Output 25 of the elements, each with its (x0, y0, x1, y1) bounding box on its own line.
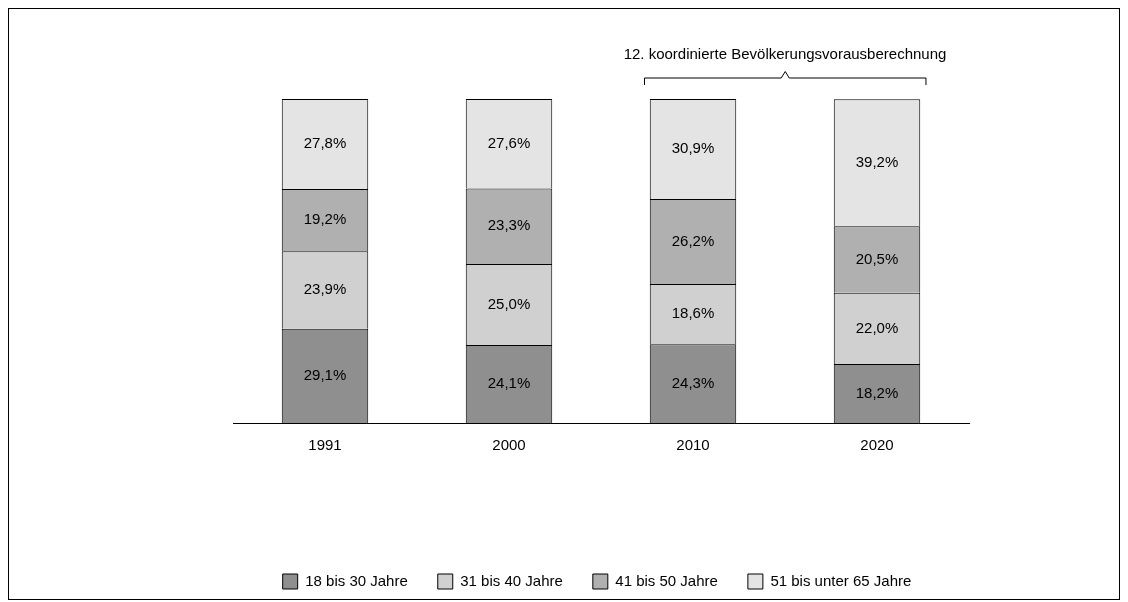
x-tick-label: 2000 (492, 436, 526, 454)
x-tick-label: 2020 (860, 436, 894, 454)
data-label: 29,1% (303, 366, 347, 383)
data-label: 27,8% (303, 134, 347, 152)
data-label: 24,1% (487, 374, 531, 392)
data-label: 27,6% (487, 133, 531, 151)
data-label: 19,2% (303, 210, 347, 228)
data-label: 24,3% (671, 373, 715, 391)
data-label: 18,2% (855, 383, 899, 401)
data-label: 18,6% (671, 304, 715, 322)
legend-label: 41 bis 50 Jahre (615, 571, 718, 589)
data-label: 23,3% (487, 216, 531, 234)
data-label: 23,9% (303, 280, 347, 298)
legend-label: 51 bis unter 65 Jahre (770, 571, 912, 589)
data-label: 20,5% (855, 249, 899, 267)
data-label: 26,2% (671, 231, 715, 249)
x-tick-label: 2010 (676, 436, 710, 454)
x-tick-label: 1991 (308, 436, 342, 454)
legend-label: 18 bis 30 Jahre (305, 571, 408, 589)
data-label: 39,2% (855, 152, 899, 170)
legend-label: 31 bis 40 Jahre (460, 571, 563, 589)
data-label: 25,0% (487, 294, 531, 312)
data-label: 30,9% (671, 139, 715, 157)
data-label: 22,0% (855, 318, 899, 336)
text: 12. koordinierte Bevölkerungsvorausberechnung (623, 45, 947, 62)
